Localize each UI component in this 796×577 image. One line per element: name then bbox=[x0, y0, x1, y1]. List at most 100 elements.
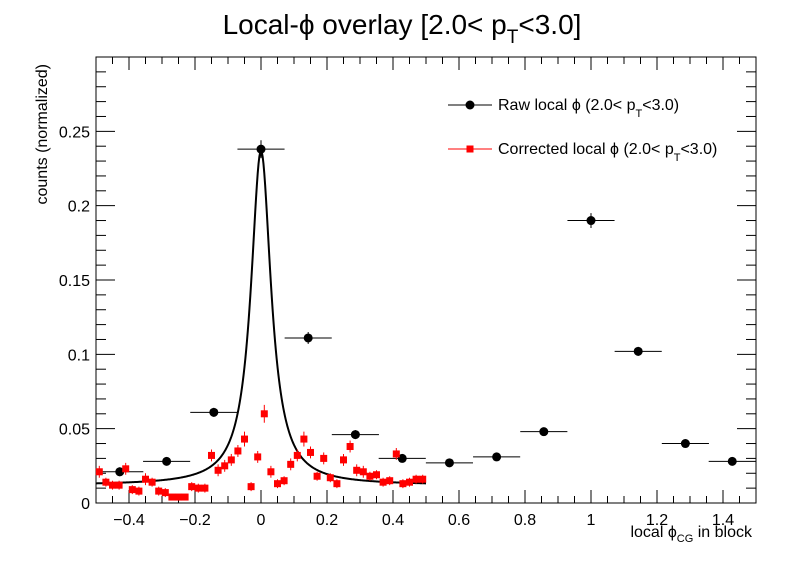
title-text: Local- bbox=[223, 9, 299, 40]
x-label-subscript: CG bbox=[677, 533, 694, 545]
raw-point bbox=[209, 407, 219, 417]
corrected-point bbox=[241, 435, 248, 443]
legend-text: Corrected local bbox=[498, 141, 610, 158]
x-tick-label: 0.8 bbox=[514, 512, 536, 529]
raw-point bbox=[444, 458, 454, 468]
legend-subscript: T bbox=[635, 108, 642, 120]
x-tick-label: 1 bbox=[587, 512, 596, 529]
corrected-point bbox=[379, 478, 387, 486]
corrected-point bbox=[148, 478, 156, 486]
corrected-point bbox=[102, 478, 110, 486]
raw-point bbox=[350, 430, 360, 440]
legend-label: Corrected local ϕ (2.0< pT<3.0) bbox=[498, 141, 717, 164]
plot-frame bbox=[95, 56, 757, 504]
legend-phi: ϕ bbox=[572, 97, 581, 114]
x-tick-label: −0.2 bbox=[179, 512, 211, 529]
corrected-point bbox=[254, 453, 262, 461]
corrected-point bbox=[287, 460, 295, 468]
title-phi: ϕ bbox=[299, 9, 315, 40]
corrected-point bbox=[247, 483, 255, 491]
corrected-point bbox=[293, 451, 301, 459]
x-tick-label: 0 bbox=[257, 512, 266, 529]
corrected-point bbox=[221, 462, 229, 470]
y-tick-label: 0.15 bbox=[59, 273, 90, 290]
corrected-point bbox=[392, 450, 400, 458]
corrected-point bbox=[419, 475, 427, 483]
x-tick-label: 0.4 bbox=[382, 512, 404, 529]
y-axis-label: counts (normalized) bbox=[34, 64, 51, 205]
corrected-point bbox=[353, 466, 361, 474]
corrected-point bbox=[95, 468, 103, 476]
corrected-point bbox=[320, 454, 328, 462]
corrected-point bbox=[188, 483, 196, 491]
corrected-point bbox=[280, 477, 288, 485]
corrected-point bbox=[128, 486, 136, 494]
corrected-point bbox=[333, 480, 341, 488]
fit-layer bbox=[95, 148, 427, 485]
y-tick-label: 0 bbox=[81, 496, 90, 513]
corrected-point bbox=[326, 474, 334, 482]
corrected-point bbox=[201, 484, 209, 492]
corrected-point bbox=[115, 481, 123, 489]
x-tick-label: 0.6 bbox=[448, 512, 470, 529]
raw-point bbox=[115, 467, 125, 477]
corrected-point bbox=[340, 456, 347, 464]
corrected-point bbox=[168, 493, 176, 501]
corrected-point bbox=[181, 493, 189, 501]
x-label-text: in block bbox=[693, 524, 753, 541]
x-label-phi: ϕ bbox=[668, 524, 677, 541]
raw-point bbox=[397, 453, 407, 463]
corrected-point bbox=[175, 493, 182, 501]
title-text: overlay [2.0< p bbox=[315, 9, 507, 40]
legend-phi: ϕ bbox=[610, 141, 619, 158]
x-tick-label: −0.4 bbox=[113, 512, 145, 529]
raw-point bbox=[162, 456, 172, 466]
raw-point bbox=[586, 216, 596, 226]
title-subscript: T bbox=[507, 27, 519, 48]
raw-point bbox=[256, 144, 266, 154]
corrected-point bbox=[346, 443, 354, 451]
corrected-point bbox=[155, 487, 163, 495]
y-tick-label: 0.05 bbox=[59, 422, 90, 439]
y-tick-label: 0.25 bbox=[59, 124, 90, 141]
raw-point bbox=[303, 333, 313, 343]
corrected-point bbox=[109, 481, 116, 489]
corrected-point bbox=[406, 478, 413, 486]
y-tick-label: 0.1 bbox=[68, 347, 90, 364]
corrected-point bbox=[313, 472, 321, 480]
legend-label: Raw local ϕ (2.0< pT<3.0) bbox=[498, 97, 679, 120]
fit-curve bbox=[95, 148, 427, 485]
corrected-point bbox=[227, 456, 235, 464]
legend-subscript: T bbox=[674, 152, 681, 164]
title-text: <3.0] bbox=[518, 9, 581, 40]
axes-layer bbox=[95, 56, 757, 504]
corrected-point bbox=[214, 466, 222, 474]
corrected-point bbox=[135, 487, 143, 495]
legend-text: (2.0< p bbox=[619, 141, 674, 158]
x-label-text: local bbox=[630, 524, 667, 541]
corrected-point bbox=[300, 435, 308, 443]
corrected-point bbox=[373, 471, 380, 479]
corrected-point bbox=[122, 465, 130, 473]
legend-text: (2.0< p bbox=[581, 97, 636, 114]
corrected-point bbox=[307, 448, 314, 456]
corrected-point bbox=[194, 484, 202, 492]
corrected-point bbox=[161, 489, 169, 497]
x-tick-label: 1.2 bbox=[646, 512, 668, 529]
x-tick-label: 0.2 bbox=[316, 512, 338, 529]
y-tick-label: 0.2 bbox=[68, 199, 90, 216]
corrected-point bbox=[412, 475, 420, 483]
text-layer: −0.4 −0.2 0 0.2 0.4 0.6 0.8 1 1.2 1.4 0 0.05 0.1 0.15… bbox=[34, 9, 753, 545]
raw-point bbox=[727, 456, 737, 466]
raw-point bbox=[539, 427, 549, 437]
corrected-point bbox=[359, 468, 367, 476]
raw-point bbox=[633, 346, 643, 356]
corrected-point bbox=[260, 410, 268, 418]
corrected-point bbox=[142, 475, 149, 483]
chart-title: Local-ϕ overlay [2.0< pT<3.0] bbox=[223, 9, 582, 48]
legend-text: Raw local bbox=[498, 97, 572, 114]
corrected-point bbox=[399, 480, 407, 488]
raw-point bbox=[680, 439, 690, 449]
